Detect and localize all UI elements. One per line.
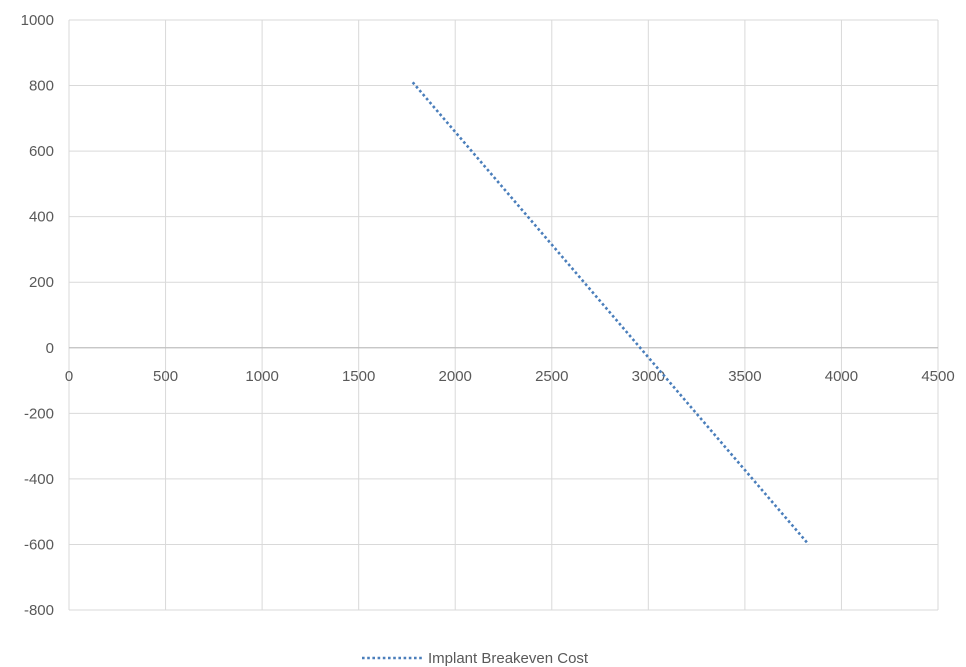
x-tick-label: 1500 [342, 368, 375, 385]
y-tick-label: -200 [24, 405, 54, 422]
x-tick-label: 0 [65, 368, 73, 385]
x-tick-label: 4000 [825, 368, 858, 385]
legend-label-implant-breakeven-cost: Implant Breakeven Cost [428, 650, 589, 667]
x-tick-label: 3500 [728, 368, 761, 385]
y-tick-label: 200 [29, 274, 54, 291]
y-tick-label: -800 [24, 602, 54, 619]
y-tick-label: 400 [29, 209, 54, 226]
axes [68, 20, 938, 610]
x-tick-label: 3000 [632, 368, 665, 385]
series-layer [411, 81, 810, 546]
x-tick-label: 2000 [439, 368, 472, 385]
y-tick-labels: 1000 800 600 400 200 0 -200 -400 -600 -800 [21, 12, 54, 619]
x-tick-label: 4500 [921, 368, 954, 385]
x-tick-label: 500 [153, 368, 178, 385]
gridlines [69, 19, 939, 611]
legend: Implant Breakeven Cost [362, 650, 589, 667]
y-tick-label: 800 [29, 78, 54, 95]
y-tick-label: 600 [29, 143, 54, 160]
x-tick-label: 2500 [535, 368, 568, 385]
series-line-0 [411, 81, 810, 546]
y-tick-label: -600 [24, 536, 54, 553]
x-tick-label: 1000 [245, 368, 278, 385]
y-tick-label: 0 [46, 340, 54, 357]
x-tick-labels: 0 500 1000 1500 2000 2500 3000 3500 4000 4500 [65, 368, 955, 385]
y-tick-label: -400 [24, 471, 54, 488]
y-tick-label: 1000 [21, 12, 54, 29]
